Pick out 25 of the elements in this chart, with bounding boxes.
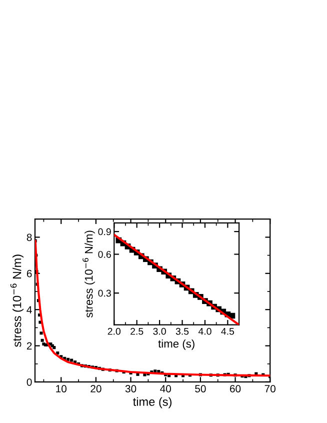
y-tick-label: 8	[26, 234, 32, 242]
y-tick-label: 0.6	[98, 250, 111, 258]
x-axis-title: time (s)	[133, 397, 172, 408]
x-tick-label: 70	[264, 385, 276, 392]
y-tick-label: 0	[26, 378, 32, 386]
y-tick-label: 4	[26, 306, 32, 314]
x-tick-label: 30	[125, 385, 136, 392]
y-axis-title: stress (10$^{−6}$ N/m)	[82, 230, 95, 318]
x-tick-label: 2.0	[108, 328, 120, 335]
x-tick-label: 10	[56, 385, 66, 392]
x-tick-label: 2.5	[130, 328, 144, 335]
y-axis-title: stress (10$^{−6}$ N/m)	[10, 254, 24, 347]
y-tick-label: 2	[26, 342, 32, 350]
x-tick-label: 20	[90, 385, 102, 392]
x-tick-label: 40	[160, 385, 171, 392]
x-tick-label: 3.5	[176, 328, 189, 335]
x-tick-label: 4.0	[198, 328, 212, 335]
x-tick-label: 3.0	[153, 328, 166, 335]
y-tick-label: 6	[26, 270, 32, 278]
x-tick-label: 4.5	[221, 328, 234, 335]
x-axis-title: time (s)	[158, 339, 194, 350]
y-tick-label: 0.3	[98, 290, 111, 297]
x-tick-label: 50	[195, 385, 206, 392]
x-tick-label: 60	[230, 385, 241, 392]
y-tick-label: 0.9	[98, 228, 111, 236]
